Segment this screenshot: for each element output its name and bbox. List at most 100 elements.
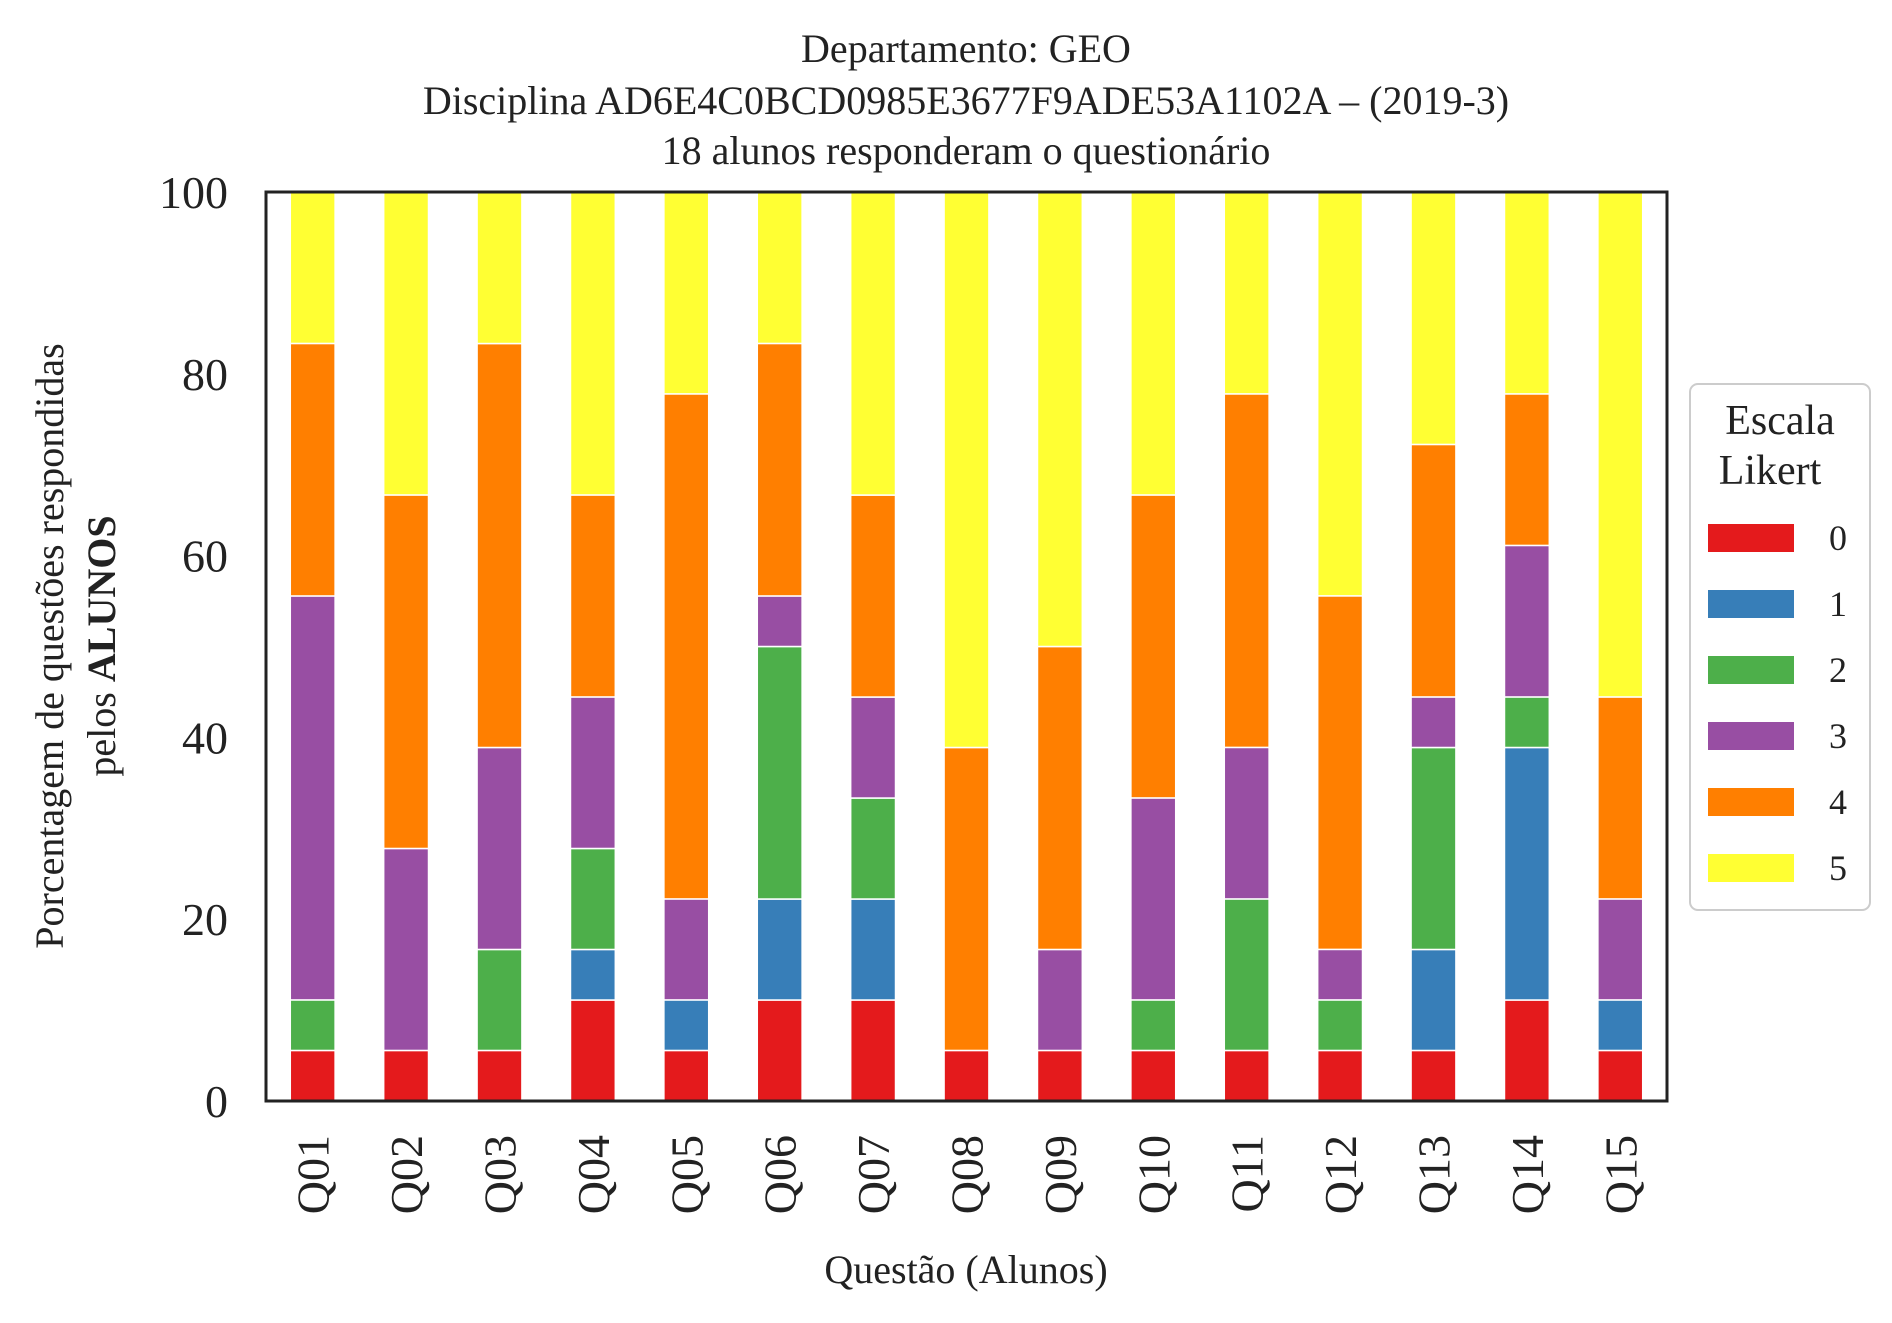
bar-segment-q13-level-2 — [1410, 746, 1457, 951]
bar-segment-q08-level-4 — [943, 746, 990, 1052]
legend-swatch-level-3 — [1708, 722, 1794, 750]
legend-swatch-level-0 — [1708, 524, 1794, 552]
bar-segment-q13-level-0 — [1410, 1049, 1457, 1102]
bar-segment-q02-level-5 — [382, 191, 430, 496]
legend-label-level-1: 1 — [1829, 584, 1847, 624]
x-tick-label-q08: Q08 — [942, 1135, 993, 1214]
bar-segment-q11-level-0 — [1223, 1049, 1270, 1102]
x-tick-label-q12: Q12 — [1315, 1135, 1366, 1214]
bar-segment-q13-level-4 — [1410, 443, 1457, 698]
plot-frame — [264, 190, 1669, 1103]
y-tick-label: 40 — [182, 712, 228, 763]
bar-segment-q03-level-5 — [476, 191, 523, 345]
bar-segment-q14-level-4 — [1503, 393, 1551, 547]
chart-title-line-1: Departamento: GEO — [801, 26, 1131, 71]
y-tick-label: 80 — [182, 349, 228, 400]
bar-segment-q04-level-4 — [569, 494, 617, 698]
bar-segment-q07-level-2 — [849, 797, 897, 900]
x-tick-label-q13: Q13 — [1409, 1135, 1460, 1214]
bar-segment-q14-level-0 — [1503, 999, 1551, 1102]
bar-segment-q14-level-3 — [1503, 544, 1551, 698]
bar-segment-q01-level-3 — [289, 595, 336, 1001]
bar-segment-q04-level-5 — [569, 191, 617, 496]
x-tick-label-q15: Q15 — [1595, 1135, 1646, 1214]
bar-segment-q05-level-5 — [663, 191, 710, 395]
legend-title-line-2: Likert — [1719, 448, 1822, 494]
bar-segment-q01-level-5 — [289, 191, 336, 345]
bar-segment-q15-level-1 — [1597, 999, 1644, 1052]
y-tick-label: 100 — [159, 167, 228, 218]
y-tick-label: 20 — [182, 894, 228, 945]
bar-segment-q06-level-5 — [756, 191, 803, 345]
bar-segment-q12-level-0 — [1316, 1049, 1364, 1102]
x-tick-label-q05: Q05 — [661, 1135, 712, 1214]
x-tick-label-q14: Q14 — [1502, 1135, 1553, 1214]
legend-swatch-level-1 — [1708, 590, 1794, 618]
bar-segment-q15-level-3 — [1597, 898, 1644, 1001]
bar-segment-q08-level-0 — [943, 1049, 990, 1102]
legend: Escala Likert 0 1 2 3 4 5 — [1689, 383, 1871, 911]
bar-segment-q02-level-4 — [382, 494, 430, 850]
bar-segment-q05-level-3 — [663, 898, 710, 1001]
legend-swatch-level-5 — [1708, 854, 1794, 882]
bar-segment-q10-level-2 — [1130, 999, 1177, 1052]
legend-label-level-4: 4 — [1829, 782, 1847, 822]
bar-segment-q07-level-0 — [849, 999, 897, 1102]
bar-segment-q10-level-5 — [1130, 191, 1177, 496]
x-tick-label-q06: Q06 — [755, 1135, 806, 1214]
legend-label-level-2: 2 — [1829, 650, 1847, 690]
bar-segment-q06-level-3 — [756, 595, 803, 648]
bar-segment-q05-level-4 — [663, 393, 710, 900]
bar-segment-q15-level-4 — [1597, 696, 1644, 900]
chart-title-line-3: 18 alunos responderam o questionário — [662, 128, 1271, 173]
bar-segment-q09-level-4 — [1036, 645, 1084, 951]
bar-segment-q11-level-4 — [1223, 393, 1270, 749]
bar-segment-q06-level-0 — [756, 999, 803, 1102]
bar-segment-q06-level-1 — [756, 898, 803, 1001]
bar-segment-q01-level-2 — [289, 999, 336, 1052]
bar-segment-q05-level-0 — [663, 1049, 710, 1102]
x-axis-label: Questão (Alunos) — [824, 1247, 1107, 1292]
bar-segment-q04-level-1 — [569, 948, 617, 1001]
bar-segment-q12-level-2 — [1316, 999, 1364, 1052]
bar-segment-q11-level-3 — [1223, 746, 1270, 900]
bar-segment-q04-level-0 — [569, 999, 617, 1102]
legend-label-level-5: 5 — [1829, 848, 1847, 888]
x-tick-label-q03: Q03 — [475, 1135, 526, 1214]
bar-segment-q09-level-0 — [1036, 1049, 1084, 1102]
bar-segment-q02-level-3 — [382, 847, 430, 1052]
bar-segment-q07-level-1 — [849, 898, 897, 1001]
y-axis-label-line-1: Porcentagem de questões respondidas — [27, 343, 72, 948]
x-tick-label-q09: Q09 — [1035, 1135, 1086, 1214]
bar-segment-q13-level-3 — [1410, 696, 1457, 749]
bar-segment-q03-level-2 — [476, 948, 523, 1052]
bars-group — [289, 191, 1644, 1102]
bar-segment-q03-level-3 — [476, 746, 523, 951]
y-ticks-group: 0 20 40 60 80 100 — [159, 167, 228, 1127]
x-tick-label-q11: Q11 — [1222, 1135, 1273, 1213]
bar-segment-q07-level-4 — [849, 494, 897, 698]
bar-segment-q14-level-2 — [1503, 696, 1551, 749]
x-tick-label-q02: Q02 — [381, 1135, 432, 1214]
legend-title-line-1: Escala — [1725, 398, 1835, 444]
legend-swatch-level-2 — [1708, 656, 1794, 684]
bar-segment-q01-level-0 — [289, 1049, 336, 1102]
bar-segment-q07-level-3 — [849, 696, 897, 799]
bar-segment-q13-level-1 — [1410, 948, 1457, 1052]
y-axis-label-line-2: pelos ALUNOS — [79, 515, 124, 776]
chart-title-line-2: Disciplina AD6E4C0BCD0985E3677F9ADE53A11… — [423, 78, 1509, 123]
bar-segment-q03-level-4 — [476, 342, 523, 749]
x-tick-label-q10: Q10 — [1128, 1135, 1179, 1214]
bar-segment-q10-level-0 — [1130, 1049, 1177, 1102]
bar-segment-q03-level-0 — [476, 1049, 523, 1102]
bar-segment-q15-level-0 — [1597, 1049, 1644, 1102]
y-axis-label-bold: ALUNOS — [79, 515, 124, 682]
bar-segment-q12-level-5 — [1316, 191, 1364, 597]
legend-label-level-3: 3 — [1829, 716, 1847, 756]
bar-segment-q14-level-5 — [1503, 191, 1551, 395]
bar-segment-q04-level-3 — [569, 696, 617, 850]
bar-segment-q13-level-5 — [1410, 191, 1457, 446]
x-ticks-group: Q01 Q02 Q03 Q04 Q05 Q06 Q07 Q08 Q09 Q10 Q11 Q12 Q13 Q… — [288, 1135, 1647, 1214]
bar-segment-q04-level-2 — [569, 847, 617, 951]
